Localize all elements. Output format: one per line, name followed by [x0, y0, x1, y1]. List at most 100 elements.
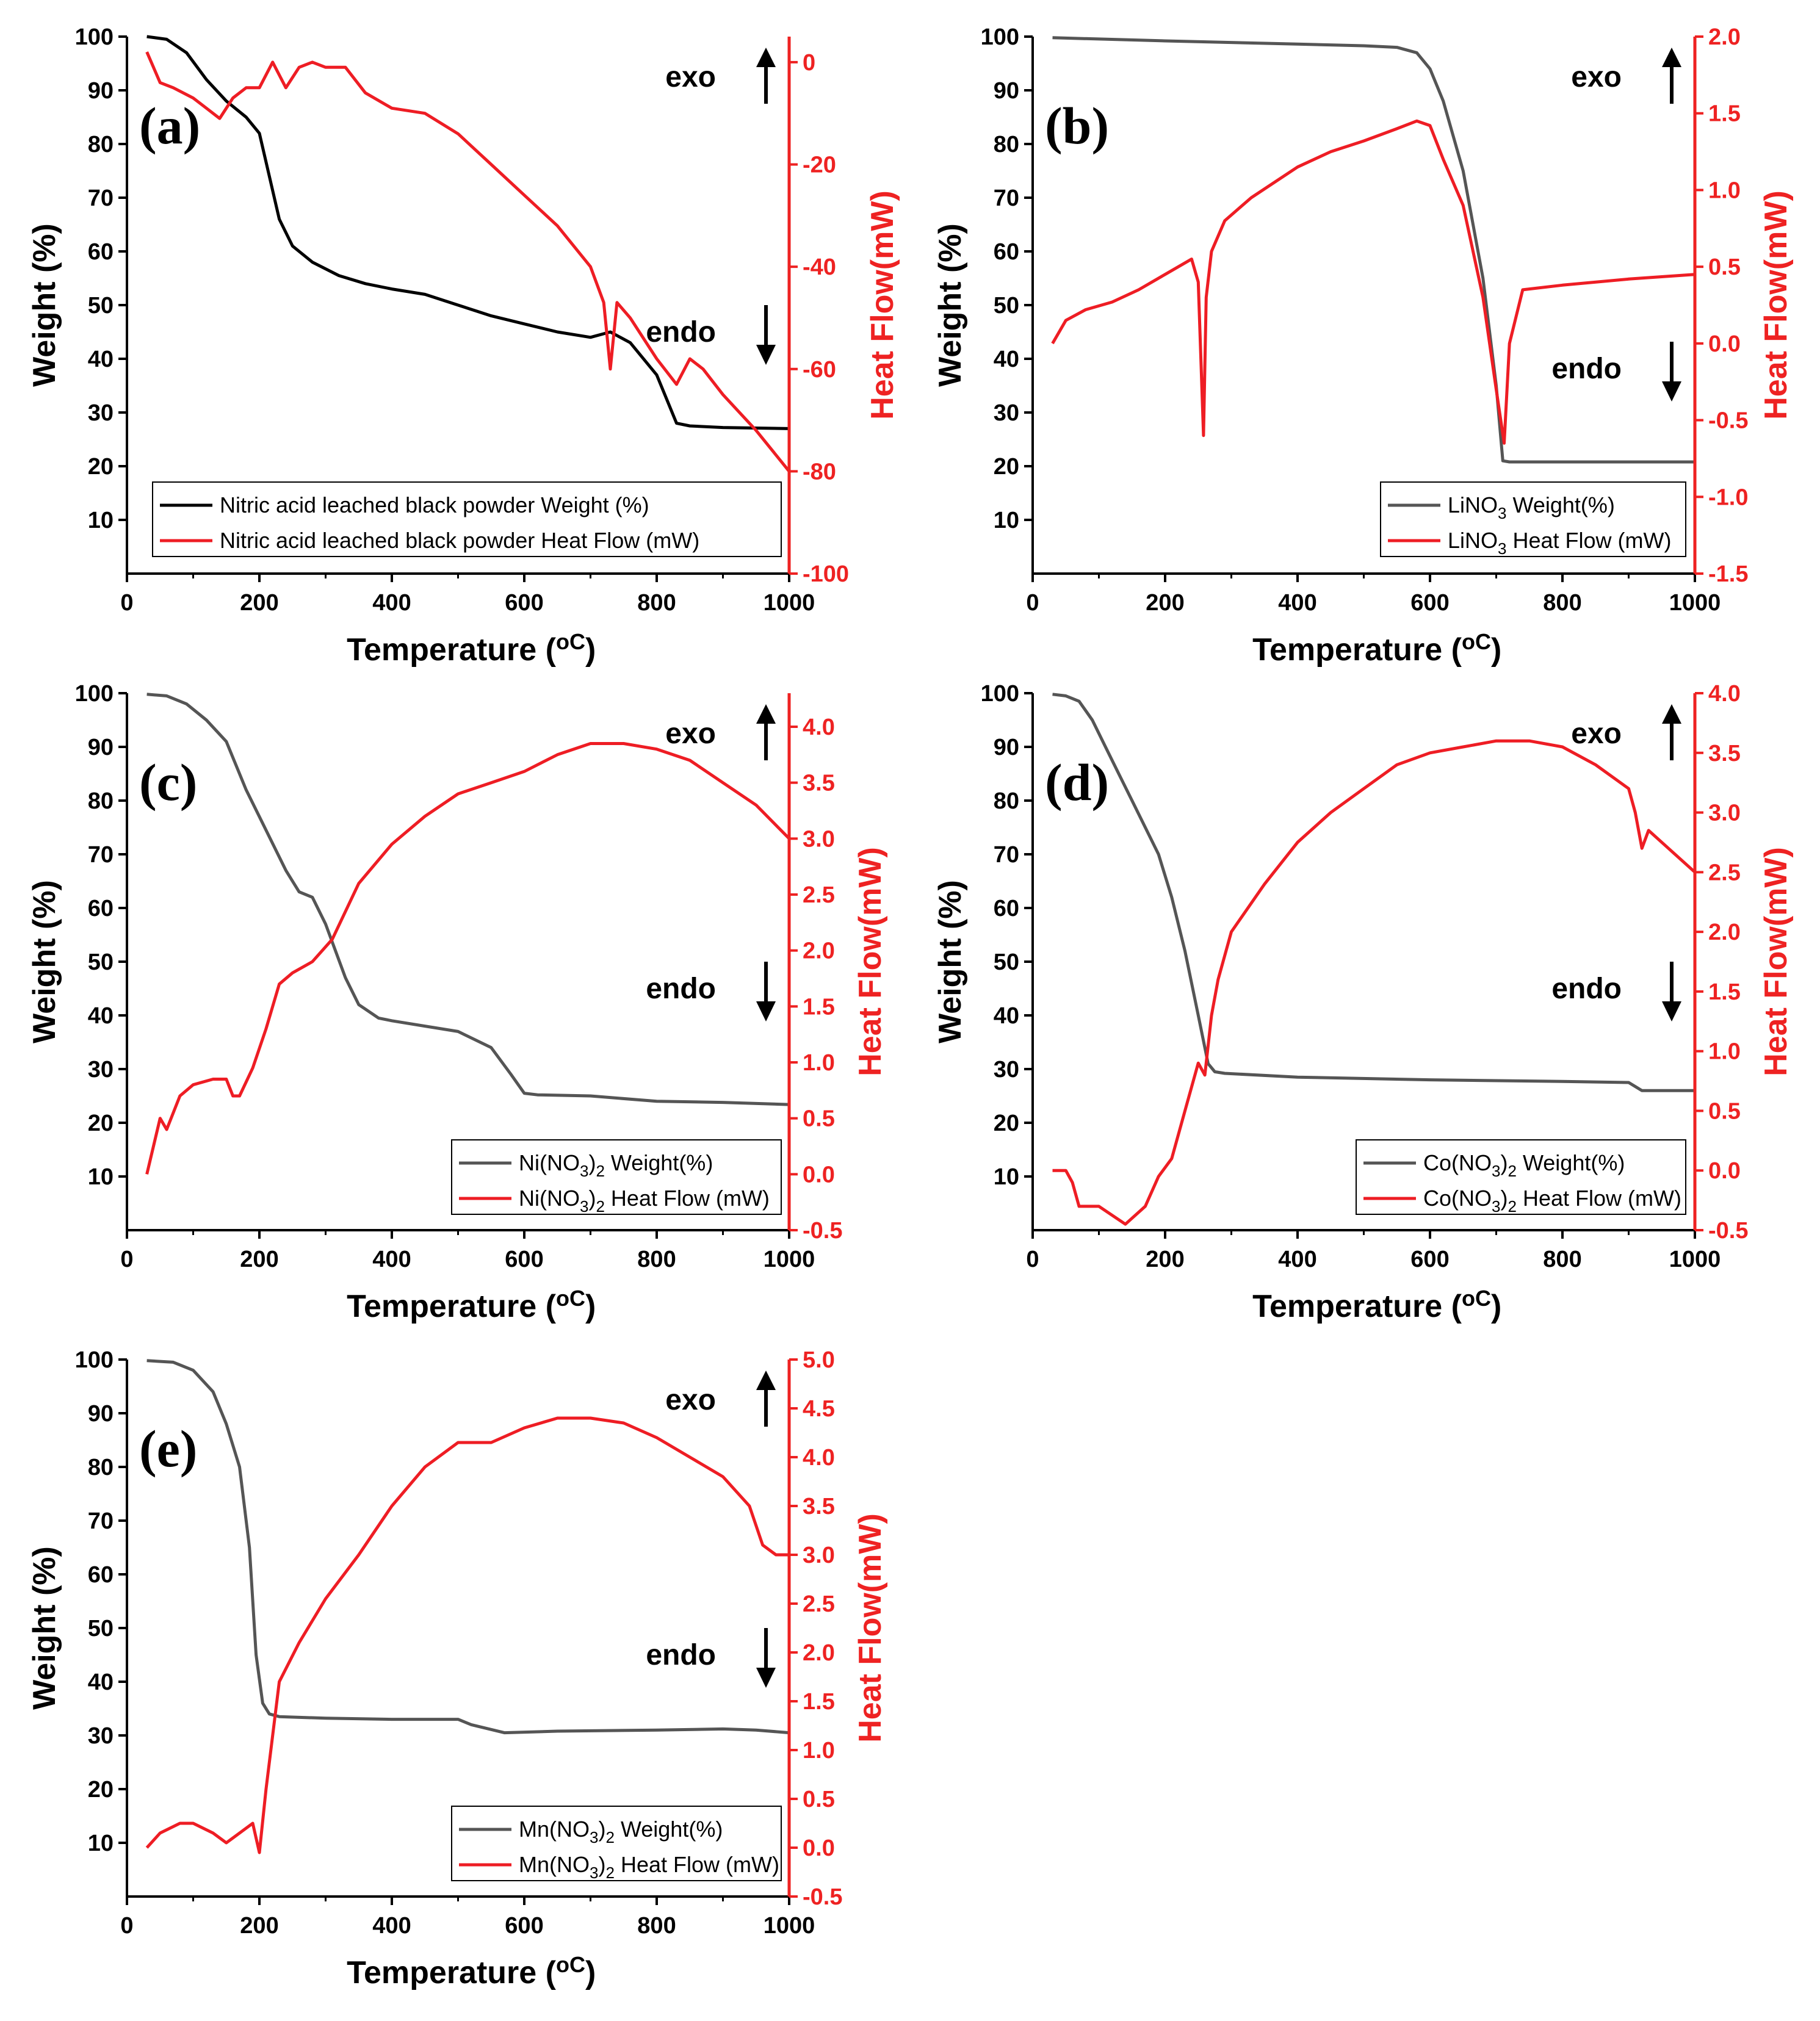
y2-tick-label: 2.0 — [803, 1640, 835, 1666]
x-tick-label: 200 — [1146, 590, 1184, 616]
legend-entry-name: Co(NO — [1423, 1186, 1492, 1211]
x-axis-title-end: ) — [1491, 632, 1501, 668]
x-axis-title-text: Temperature ( — [347, 1955, 557, 1990]
x-tick-label: 400 — [1278, 1247, 1316, 1272]
y2-tick-label: 2.0 — [1708, 24, 1741, 50]
y2-axis-title: Heat Flow(mW) — [853, 1513, 888, 1743]
y-tick-label: 60 — [994, 239, 1019, 265]
legend-entry-sub: 3 — [580, 1162, 588, 1180]
legend-entry-name: Co(NO — [1423, 1150, 1492, 1175]
legend-entry-suffix: ) — [1500, 1150, 1508, 1175]
legend-entry-suffix: ) — [598, 1817, 605, 1842]
legend-entry-name: Ni(NO — [519, 1150, 580, 1175]
legend-entry-sub2: 2 — [1508, 1162, 1516, 1180]
y2-tick-label: 2.0 — [803, 938, 835, 964]
y-tick-label: 20 — [88, 1777, 114, 1803]
legend-entry-suffix: Weight(%) — [1507, 492, 1615, 517]
y2-tick-label: 0.5 — [803, 1787, 835, 1812]
legend-entry-suffix: ) — [598, 1852, 605, 1877]
x-tick-label: 600 — [505, 1913, 543, 1939]
legend-entry: Nitric acid leached black powder Heat Fl… — [220, 528, 699, 553]
y2-tick-label: 0.0 — [803, 1835, 835, 1861]
y2-tick-label: 1.5 — [803, 994, 835, 1020]
exo-arrowhead-icon — [756, 704, 776, 724]
y-tick-label: 70 — [88, 186, 114, 211]
y2-tick-label: -1.5 — [1708, 561, 1748, 587]
legend-entry-suffix2: Weight(%) — [615, 1817, 723, 1842]
x-tick-label: 800 — [1543, 1247, 1581, 1272]
legend-entry: LiNO3 Weight(%) — [1448, 492, 1615, 522]
y2-tick-label: 0.0 — [1708, 1158, 1741, 1184]
y-tick-label: 40 — [88, 1670, 114, 1695]
legend-box — [1380, 481, 1686, 557]
legend-entry-suffix2: Weight(%) — [1517, 1150, 1625, 1175]
y2-tick-label: 4.0 — [803, 1445, 835, 1471]
x-axis-title-end: ) — [585, 1955, 596, 1990]
y-tick-label: 20 — [88, 1111, 114, 1136]
legend-entry-sub2: 2 — [1508, 1197, 1516, 1216]
series-line-weight — [1052, 36, 1695, 464]
y-tick-label: 40 — [88, 347, 114, 372]
legend-box — [152, 481, 782, 557]
y-tick-label: 50 — [994, 293, 1019, 319]
series-line-heat — [145, 742, 790, 1175]
legend-entry-sub: 3 — [1492, 1197, 1500, 1216]
x-tick-label: 200 — [240, 590, 278, 616]
y2-tick-label: 4.0 — [803, 715, 835, 740]
y-tick-label: 40 — [88, 1003, 114, 1029]
x-tick-label: 600 — [1410, 1247, 1449, 1272]
x-tick-label: 0 — [120, 1913, 133, 1939]
legend-entry-suffix: Heat Flow (mW) — [1507, 528, 1672, 553]
y2-tick-label: 3.0 — [803, 826, 835, 852]
legend-entry: Nitric acid leached black powder Weight … — [220, 492, 649, 517]
y-tick-label: 10 — [994, 508, 1019, 533]
endo-arrowhead-icon — [756, 1001, 776, 1021]
y-tick-label: 90 — [994, 735, 1019, 760]
chart-panel-1: 0 200 400 600 800 1000 10 20 30 40 50 60 70 80 90 100 -1… — [933, 24, 1794, 668]
y-tick-label: 30 — [88, 400, 114, 426]
y2-axis-title: Heat Flow(mW) — [865, 190, 900, 420]
y2-tick-label: 5.0 — [803, 1347, 835, 1373]
y2-tick-label: -60 — [803, 357, 836, 383]
exo-label: exo — [1571, 61, 1622, 93]
exo-arrowhead-icon — [1662, 48, 1681, 67]
y-tick-label: 50 — [88, 1616, 114, 1641]
y2-tick-label: 2.5 — [1708, 860, 1741, 885]
y-tick-label: 30 — [994, 1057, 1019, 1083]
x-tick-label: 600 — [1410, 590, 1449, 616]
x-axis-title-unit: oC — [1462, 1286, 1491, 1311]
x-tick-label: 0 — [1026, 1247, 1039, 1272]
legend-entry-name: Nitric acid leached black powder Weight … — [220, 492, 649, 517]
legend-entry-sub: 3 — [1492, 1162, 1500, 1180]
panel-label: (c) — [139, 753, 197, 812]
y2-axis-title: Heat Flow(mW) — [853, 847, 888, 1076]
endo-arrowhead-icon — [1662, 1001, 1681, 1021]
endo-arrowhead-icon — [756, 1668, 776, 1688]
x-tick-label: 0 — [1026, 590, 1039, 616]
legend-entry-suffix2: Heat Flow (mW) — [605, 1186, 770, 1211]
y2-axis-title: Heat Flow(mW) — [1758, 190, 1794, 420]
x-tick-label: 800 — [637, 1913, 676, 1939]
y2-tick-label: 0.5 — [803, 1106, 835, 1132]
chart-panel-3: 0 200 400 600 800 1000 10 20 30 40 50 60 70 80 90 100 -0… — [933, 681, 1794, 1324]
legend-entry-name: Ni(NO — [519, 1186, 580, 1211]
legend-entry: Co(NO3)2 Heat Flow (mW) — [1423, 1186, 1681, 1216]
y2-tick-label: -40 — [803, 254, 836, 280]
exo-arrowhead-icon — [1662, 704, 1681, 724]
y2-tick-label: 1.5 — [803, 1689, 835, 1715]
y2-tick-label: 1.5 — [1708, 979, 1741, 1005]
y-tick-label: 50 — [88, 949, 114, 975]
exo-label: exo — [665, 718, 716, 750]
x-axis-title-text: Temperature ( — [1252, 1289, 1462, 1324]
y-axis-title: Weight (%) — [27, 880, 62, 1043]
legend-entry: Mn(NO3)2 Weight(%) — [519, 1817, 723, 1846]
y-tick-label: 80 — [88, 788, 114, 814]
x-tick-label: 1000 — [764, 1247, 815, 1272]
y-axis-title: Weight (%) — [27, 223, 62, 387]
endo-arrowhead-icon — [756, 345, 776, 365]
y2-tick-label: -0.5 — [803, 1218, 842, 1244]
y2-tick-label: 2.0 — [1708, 920, 1741, 945]
y-tick-label: 40 — [994, 347, 1019, 372]
legend-entry-sub: 3 — [580, 1197, 588, 1216]
